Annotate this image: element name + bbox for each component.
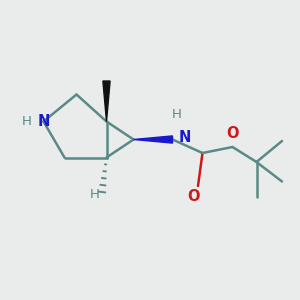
- Text: H: H: [172, 107, 181, 121]
- Text: N: N: [37, 114, 50, 129]
- Text: H: H: [22, 115, 32, 128]
- Text: O: O: [187, 189, 200, 204]
- Polygon shape: [134, 136, 172, 143]
- Text: O: O: [226, 126, 239, 141]
- Text: N: N: [178, 130, 191, 146]
- Polygon shape: [103, 81, 110, 122]
- Text: H: H: [90, 188, 99, 202]
